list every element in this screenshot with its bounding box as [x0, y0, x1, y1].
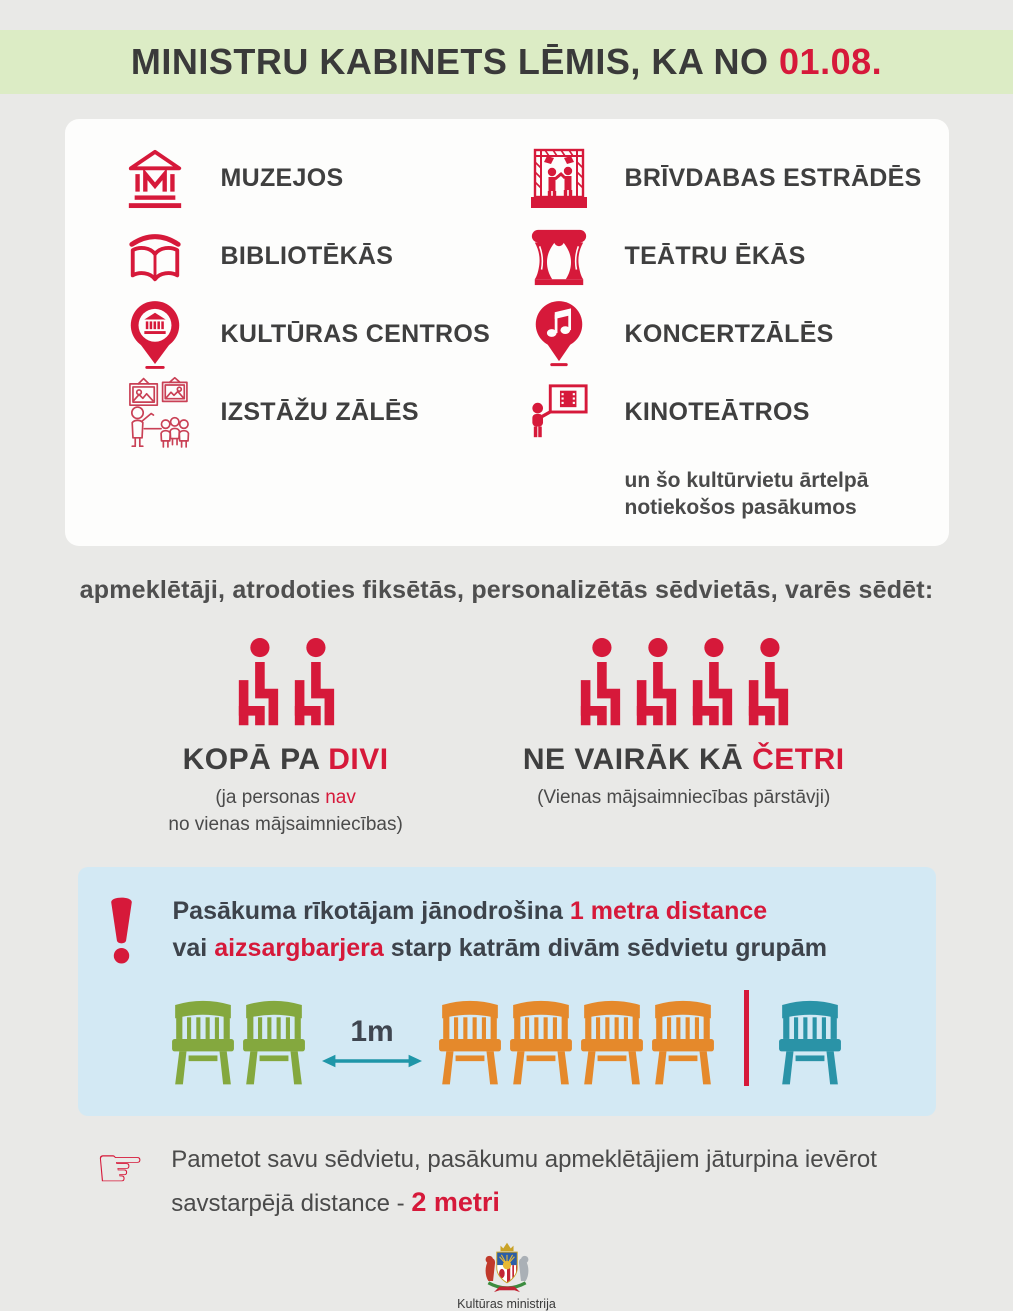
venues-column-left: MUZEJOS BIBLIOTĒKĀS KULTŪRAS CENTROS IZS…	[65, 139, 507, 522]
venues-card: MUZEJOS BIBLIOTĒKĀS KULTŪRAS CENTROS IZS…	[64, 119, 949, 546]
seated-quartet-icons	[577, 637, 791, 731]
library-icon	[113, 218, 197, 294]
seated-person-icon	[235, 637, 281, 731]
exhibition-icon	[113, 374, 197, 450]
distance-info-box: Pasākuma rīkotājam jānodrošina 1 metra d…	[77, 866, 936, 1116]
venue-row-concert-halls: KONCERTZĀLĒS	[507, 295, 949, 373]
venue-label: BRĪVDABAS ESTRĀDĒS	[624, 163, 922, 192]
outdoor-events-note: un šo kultūrvietu ārtelpā notiekošos pas…	[624, 469, 869, 520]
venue-row-theatres: TEĀTRU ĒKĀS	[507, 217, 949, 295]
chair-diagram: 1m	[78, 989, 936, 1086]
seated-pair-icons	[235, 637, 337, 731]
group-of-two-label: KOPĀ PA DIVI	[182, 742, 389, 776]
distance-info-text: Pasākuma rīkotājam jānodrošina 1 metra d…	[172, 896, 827, 963]
footer: Kultūras ministrija	[0, 1240, 1013, 1311]
group-of-four: NE VAIRĀK KĀ ČETRI (Vienas mājsaimniecīb…	[523, 637, 845, 812]
cinema-icon	[517, 374, 601, 450]
ministry-name: Kultūras ministrija	[457, 1297, 556, 1311]
concert-hall-icon	[517, 296, 601, 372]
exclamation-icon	[104, 895, 139, 965]
venues-column-right: BRĪVDABAS ESTRĀDĒS TEĀTRU ĒKĀS KONCERTZĀ…	[507, 139, 949, 522]
culture-center-icon	[113, 296, 197, 372]
venue-label: KINOTEĀTROS	[624, 397, 810, 426]
venue-label: KONCERTZĀLĒS	[624, 319, 834, 348]
venue-row-culture-centers: KULTŪRAS CENTROS	[65, 295, 507, 373]
distance-info-header: Pasākuma rīkotājam jānodrošina 1 metra d…	[78, 893, 936, 968]
one-meter-gap: 1m	[313, 1015, 431, 1070]
seated-person-icon	[291, 637, 337, 731]
venue-label: BIBLIOTĒKĀS	[220, 241, 394, 270]
protective-barrier-line	[744, 989, 749, 1086]
venue-label: MUZEJOS	[220, 163, 344, 192]
open-air-stage-icon	[517, 140, 601, 216]
one-meter-label: 1m	[350, 1014, 394, 1048]
museum-icon	[113, 140, 197, 216]
seated-person-icon	[577, 637, 623, 731]
group-of-four-label: NE VAIRĀK KĀ ČETRI	[522, 742, 845, 776]
seating-groups: KOPĀ PA DIVI (ja personas nav no vienas …	[0, 637, 1013, 839]
group-of-four-subtext: (Vienas mājsaimniecības pārstāvji)	[537, 786, 831, 808]
group-of-two-subtext: (ja personas nav no vienas mājsaimniecīb…	[168, 786, 403, 836]
venue-label: TEĀTRU ĒKĀS	[624, 241, 806, 270]
green-chair-icon	[241, 994, 307, 1086]
page-title: MINISTRU KABINETS LĒMIS, KA NO 01.08.	[130, 41, 883, 82]
venue-label: IZSTĀŽU ZĀLĒS	[220, 397, 419, 426]
pointing-hand-icon: ☞	[95, 1135, 146, 1201]
group-of-two: KOPĀ PA DIVI (ja personas nav no vienas …	[168, 637, 403, 839]
venue-row-exhibition-halls: IZSTĀŽU ZĀLĒS	[65, 373, 507, 451]
latvia-coat-of-arms-icon	[477, 1240, 537, 1294]
double-arrow-icon	[322, 1054, 422, 1067]
header-band: MINISTRU KABINETS LĒMIS, KA NO 01.08.	[0, 30, 1013, 94]
teal-chair-icon	[777, 994, 843, 1086]
venue-row-museums: MUZEJOS	[65, 139, 507, 217]
theatre-icon	[517, 218, 601, 294]
header-date: 01.08.	[779, 41, 883, 82]
venue-row-open-air-stages: BRĪVDABAS ESTRĀDĒS	[507, 139, 949, 217]
distance-reminder-text: Pametot savu sēdvietu, pasākumu apmeklēt…	[171, 1145, 877, 1218]
orange-chair-icon	[579, 994, 645, 1086]
distance-reminder: ☞ Pametot savu sēdvietu, pasākumu apmekl…	[95, 1135, 1013, 1227]
seated-person-icon	[689, 637, 735, 731]
orange-chair-icon	[508, 994, 574, 1086]
orange-chair-icon	[650, 994, 716, 1086]
seating-heading: apmeklētāji, atrodoties fiksētās, person…	[79, 575, 934, 604]
venue-row-cinemas: KINOTEĀTROS	[507, 373, 949, 451]
orange-chair-icon	[437, 994, 503, 1086]
seated-person-icon	[633, 637, 679, 731]
seated-person-icon	[745, 637, 791, 731]
green-chair-icon	[170, 994, 236, 1086]
venue-row-libraries: BIBLIOTĒKĀS	[65, 217, 507, 295]
venue-label: KULTŪRAS CENTROS	[220, 319, 491, 348]
